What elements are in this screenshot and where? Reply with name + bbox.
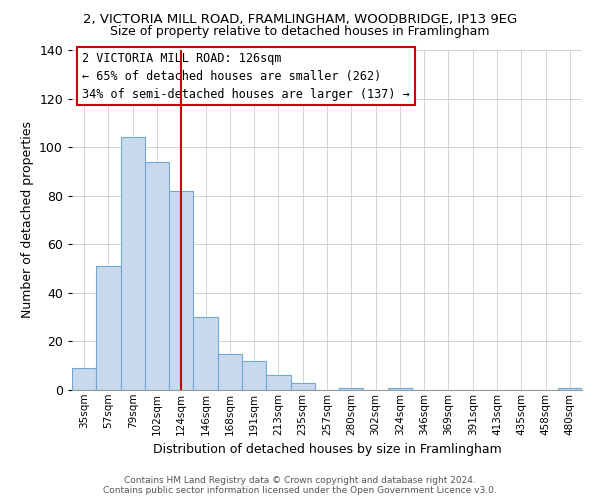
Text: Size of property relative to detached houses in Framlingham: Size of property relative to detached ho…: [110, 25, 490, 38]
Bar: [169, 191, 193, 390]
X-axis label: Distribution of detached houses by size in Framlingham: Distribution of detached houses by size …: [152, 443, 502, 456]
Bar: [96, 266, 121, 390]
Bar: [266, 376, 290, 390]
Text: 2 VICTORIA MILL ROAD: 126sqm
← 65% of detached houses are smaller (262)
34% of s: 2 VICTORIA MILL ROAD: 126sqm ← 65% of de…: [82, 52, 410, 100]
Bar: [218, 354, 242, 390]
Bar: [121, 138, 145, 390]
Bar: [72, 368, 96, 390]
Y-axis label: Number of detached properties: Number of detached properties: [20, 122, 34, 318]
Bar: [558, 388, 582, 390]
Bar: [290, 382, 315, 390]
Bar: [145, 162, 169, 390]
Bar: [242, 361, 266, 390]
Text: Contains HM Land Registry data © Crown copyright and database right 2024.
Contai: Contains HM Land Registry data © Crown c…: [103, 476, 497, 495]
Bar: [339, 388, 364, 390]
Text: 2, VICTORIA MILL ROAD, FRAMLINGHAM, WOODBRIDGE, IP13 9EG: 2, VICTORIA MILL ROAD, FRAMLINGHAM, WOOD…: [83, 12, 517, 26]
Bar: [388, 388, 412, 390]
Bar: [193, 317, 218, 390]
